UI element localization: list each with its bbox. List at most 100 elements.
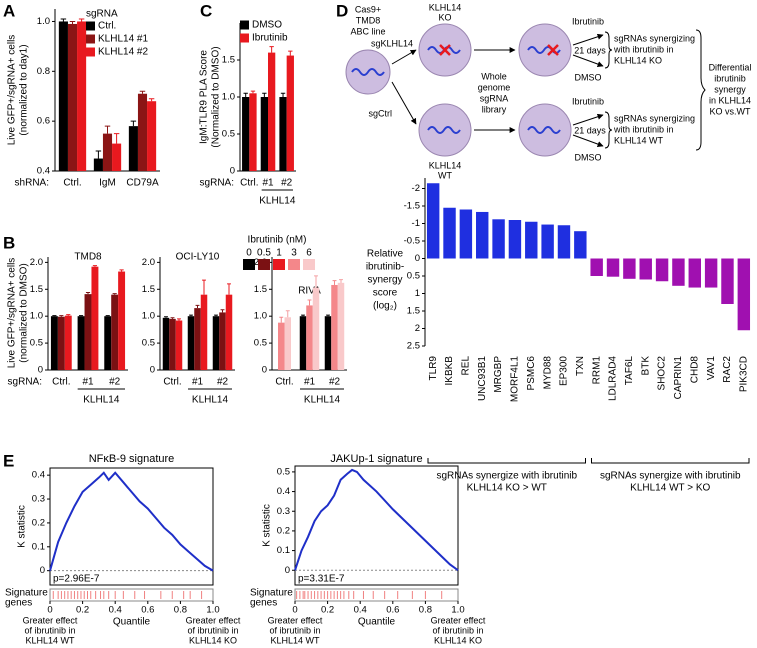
line — [294, 468, 459, 572]
y-tick-label: 0.5 — [254, 338, 267, 349]
x-tick-label: PIK3CD — [738, 356, 749, 392]
bar — [128, 126, 138, 171]
x-tick-label: MRGBP — [493, 356, 504, 393]
y-tick-label: 0.3 — [32, 494, 45, 505]
x-axis-label: Quantile — [113, 617, 151, 628]
diagram-text: genome — [478, 82, 511, 92]
bar — [655, 258, 669, 282]
strip-label: Signature — [250, 588, 293, 599]
arrow — [572, 134, 604, 147]
y-tick-label: 0.1 — [277, 545, 290, 556]
error-bar — [66, 314, 71, 316]
bar — [704, 258, 718, 288]
y-tick-label: 1.0 — [222, 92, 235, 103]
chart-title: NFκB-9 signature — [89, 453, 175, 465]
error-bar — [130, 120, 137, 127]
x-tick-label: 1.0 — [451, 605, 464, 616]
legend-title: sgRNA — [86, 9, 118, 20]
y-tick-label: 1.0 — [37, 16, 50, 27]
bar — [104, 316, 112, 370]
x-tick-label: 0.8 — [174, 605, 187, 616]
dna — [527, 126, 561, 134]
group-label: KLHL14 — [259, 196, 296, 207]
x-tick-label: #1 — [82, 377, 94, 388]
legend-swatch — [288, 259, 300, 270]
legend-swatch — [86, 47, 95, 57]
line — [49, 471, 214, 572]
bar — [58, 21, 68, 172]
bar — [299, 316, 307, 370]
bar — [77, 316, 85, 370]
p-value: p=3.31E-7 — [298, 574, 345, 585]
y-tick-label: 1.0 — [142, 311, 155, 322]
y-tick-label: -1.5 — [404, 201, 420, 212]
plot-frame — [49, 467, 214, 586]
bar — [286, 55, 294, 172]
x-tick-label: Ctrl. — [163, 377, 181, 388]
y-tick-label: 1.5 — [407, 306, 420, 317]
y-tick-label: 0.5 — [142, 338, 155, 349]
error-bar — [59, 315, 64, 317]
error-bar — [301, 314, 305, 317]
diagram-text: in KLHL14 — [709, 95, 751, 105]
bar — [169, 318, 176, 370]
note: KLHL14 KO — [434, 635, 482, 645]
error-bar — [285, 310, 290, 318]
y-tick-label: 0 — [40, 565, 45, 576]
diagram-text: KLHL14 — [429, 160, 462, 170]
note: of ibrutinib in — [432, 625, 483, 635]
legend-label: 0 — [246, 248, 252, 259]
y-tick-label: 0.5 — [30, 338, 43, 349]
x-tick-label: RRM1 — [591, 356, 602, 385]
diagram-text: KO — [438, 12, 451, 22]
diagram-text: DMSO — [575, 152, 602, 162]
note: of ibrutinib in — [24, 625, 75, 635]
bar — [212, 316, 220, 370]
gene-strip — [49, 588, 214, 602]
bar — [118, 271, 126, 370]
error-bar — [202, 279, 206, 295]
group-label: sgRNAs synergize with ibrutinib — [600, 471, 741, 482]
y-tick-label: 1.0 — [254, 311, 267, 322]
plot-frame — [294, 465, 459, 586]
x-tick-label: TXN — [575, 356, 586, 376]
x-tick-label: Ctrl. — [52, 377, 70, 388]
y-tick-label: 0.2 — [32, 517, 45, 528]
legend-label: 1 — [276, 248, 282, 259]
y-tick-label: 0.4 — [32, 470, 45, 481]
bar — [162, 317, 170, 370]
bar — [64, 315, 72, 370]
error-bar — [332, 280, 337, 285]
x-tick-label: Ctrl. — [275, 377, 293, 388]
arrow — [572, 113, 604, 126]
panel-title: RIVA — [298, 286, 321, 297]
legend-swatch — [258, 259, 270, 270]
x-tick-label: TLR9 — [428, 356, 439, 381]
bar — [175, 320, 183, 370]
group-label: KLHL14 — [83, 395, 120, 406]
error-bar — [250, 90, 256, 94]
diagram-text: synergy — [714, 84, 746, 94]
bar — [278, 322, 285, 370]
x-prefix: sgRNA: — [200, 178, 234, 189]
legend-label: KLHL14 #2 — [98, 47, 148, 58]
error-bar — [279, 316, 284, 323]
error-bar — [339, 279, 343, 283]
x-tick-label: IKBKB — [444, 356, 455, 386]
diagram-text: KLHL14 WT — [614, 135, 664, 145]
x-tick-label: #1 — [192, 377, 204, 388]
bar — [77, 21, 87, 172]
y-axis-label: (log₂) — [373, 301, 397, 312]
diagram-text: KLHL14 KO — [614, 55, 662, 65]
diagram-text: 21 days — [574, 45, 606, 55]
diagram-text: Differential — [709, 62, 752, 72]
chart-title: JAKUp-1 signature — [330, 453, 422, 465]
x-tick-label: 0 — [292, 605, 297, 616]
y-tick-label: 0.1 — [32, 541, 45, 552]
legend-swatch — [86, 34, 95, 44]
panel-letter: B — [3, 233, 15, 252]
x-tick-label: 0 — [47, 605, 52, 616]
panel-letter: C — [200, 1, 212, 20]
y-axis-label: synergy — [367, 275, 402, 286]
x-tick-label: #2 — [217, 377, 229, 388]
